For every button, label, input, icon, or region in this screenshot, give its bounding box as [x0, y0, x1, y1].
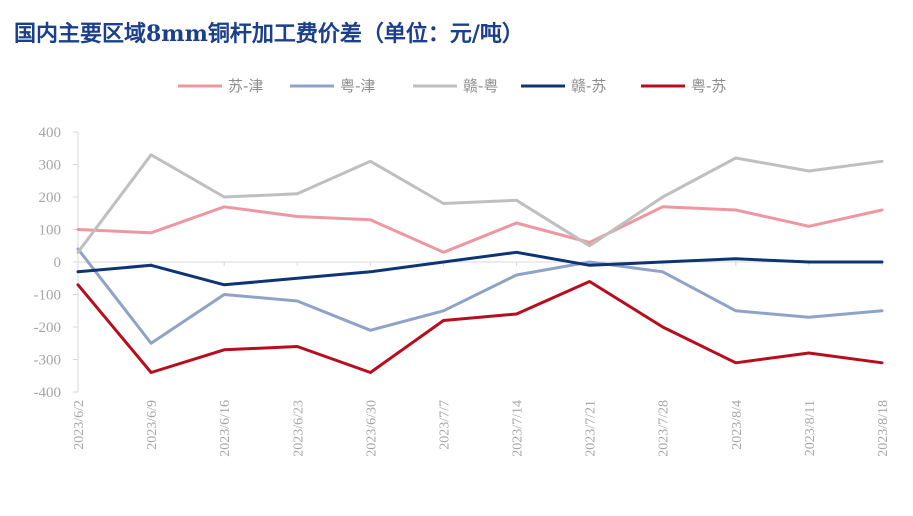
x-tick-label: 2023/6/30	[364, 400, 379, 457]
y-tick-label: 200	[39, 190, 62, 206]
legend-item: 粤-苏	[641, 77, 726, 95]
series-line-1	[76, 205, 884, 254]
legend-item: 赣-苏	[521, 77, 606, 95]
series-line-5	[76, 280, 884, 374]
chart-title: 国内主要区域8mm铜杆加工费价差（单位：元/吨）	[14, 21, 524, 47]
x-tick-label: 2023/7/28	[657, 400, 672, 457]
x-tick-label: 2023/6/16	[218, 400, 233, 457]
y-tick-label: 300	[39, 158, 62, 174]
y-tick-label: 400	[39, 125, 62, 141]
x-tick-label: 2023/6/23	[291, 400, 306, 457]
x-tick-label: 2023/8/11	[803, 400, 818, 456]
legend: 苏-津 粤-津 赣-粤 赣-苏 粤-苏	[178, 77, 726, 95]
series-line-4	[76, 250, 884, 287]
legend-item: 粤-津	[290, 77, 375, 95]
y-tick-label: -300	[34, 353, 62, 369]
x-tick-label: 2023/6/2	[72, 400, 87, 450]
y-tick-label: -100	[34, 288, 62, 304]
y-tick-label: -400	[34, 385, 62, 401]
x-tick-label: 2023/8/18	[876, 400, 891, 457]
x-axis: 2023/6/2 2023/6/9 2023/6/16 2023/6/23 2023/6…	[72, 261, 891, 457]
series-line-2	[76, 247, 884, 345]
y-tick-label: 0	[54, 255, 62, 271]
legend-label: 苏-津	[228, 77, 263, 95]
y-tick-label: 100	[39, 223, 62, 239]
legend-item: 赣-粤	[413, 77, 498, 95]
legend-label: 赣-苏	[571, 77, 606, 95]
legend-label: 粤-津	[340, 77, 375, 95]
y-axis: 400 300 200 100 0 -100 -200 -300 -400	[34, 125, 79, 401]
legend-label: 赣-粤	[463, 77, 498, 95]
x-tick-label: 2023/7/21	[584, 400, 599, 457]
series-line-3	[76, 153, 884, 254]
legend-label: 粤-苏	[691, 77, 726, 95]
x-tick-label: 2023/8/4	[730, 400, 745, 450]
x-tick-label: 2023/6/9	[145, 400, 160, 450]
legend-item: 苏-津	[178, 77, 263, 95]
x-tick-label: 2023/7/7	[437, 400, 452, 450]
x-tick-label: 2023/7/14	[511, 400, 526, 457]
y-tick-label: -200	[34, 320, 62, 336]
plot-area	[76, 153, 884, 374]
